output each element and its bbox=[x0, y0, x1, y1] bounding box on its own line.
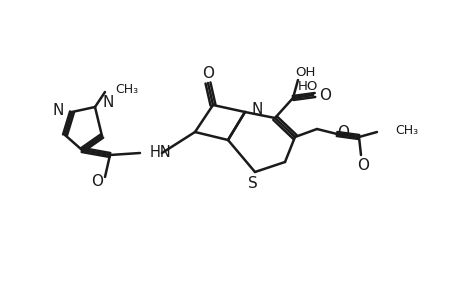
Text: N: N bbox=[103, 94, 114, 110]
Text: O: O bbox=[202, 65, 213, 80]
Text: HN: HN bbox=[150, 145, 171, 160]
Text: O: O bbox=[356, 158, 368, 172]
Text: O: O bbox=[318, 88, 330, 103]
Text: O: O bbox=[91, 175, 103, 190]
Text: CH₃: CH₃ bbox=[115, 82, 138, 95]
Text: CH₃: CH₃ bbox=[394, 124, 417, 136]
Text: S: S bbox=[247, 176, 257, 191]
Text: N: N bbox=[52, 103, 64, 118]
Text: OH: OH bbox=[294, 65, 314, 79]
Text: N: N bbox=[252, 101, 263, 116]
Text: O: O bbox=[336, 124, 348, 140]
Text: HO: HO bbox=[297, 80, 318, 92]
